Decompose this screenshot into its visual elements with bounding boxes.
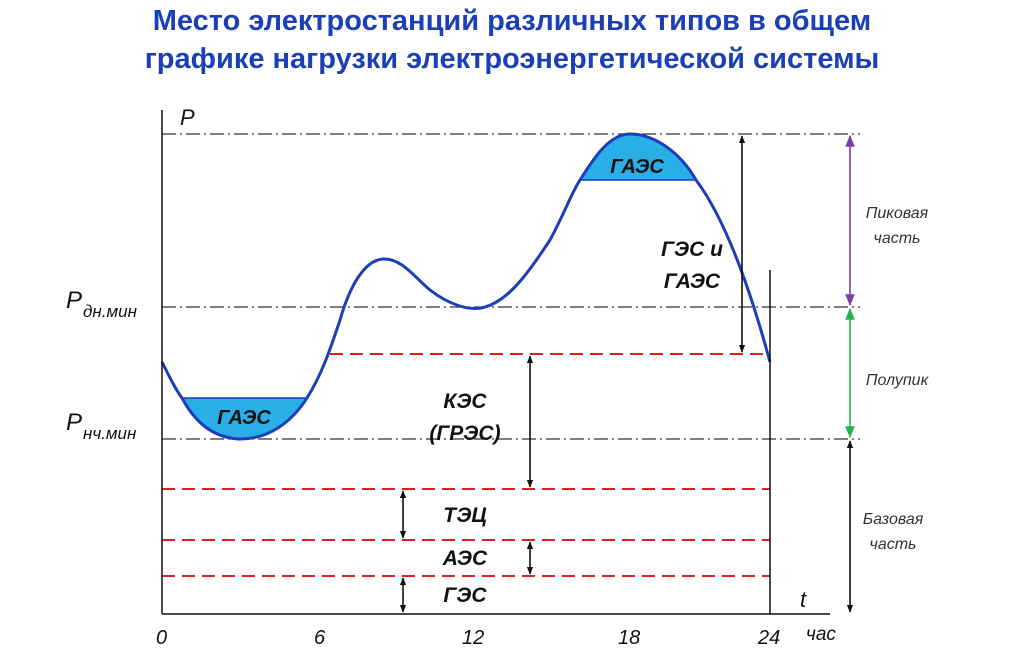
- title-line-2: графике нагрузки электроэнергетической с…: [144, 43, 880, 75]
- title-line-1: Место электростанций различных типов в о…: [152, 5, 872, 37]
- tec-label: ТЭЦ: [443, 504, 487, 527]
- x-axis-label: t: [800, 587, 807, 612]
- x-axis-unit: час: [806, 624, 836, 645]
- aes-label: АЭС: [442, 547, 488, 570]
- ges-label: ГЭС: [443, 584, 487, 607]
- p-day-min-label: Pдн.мин: [66, 287, 138, 321]
- load-curve: [160, 132, 772, 441]
- x-tick-6: 6: [314, 627, 326, 649]
- x-tick-18: 18: [618, 627, 640, 649]
- ges-gaes-label-2: ГАЭС: [664, 270, 721, 293]
- x-tick-labels: 0 6 12 18 24: [156, 627, 780, 649]
- base-zone-label-2: часть: [870, 536, 917, 553]
- gaes-night-label: ГАЭС: [217, 407, 271, 429]
- p-night-min-sub: нч.мин: [83, 424, 137, 443]
- gaes-peak-label: ГАЭС: [610, 156, 664, 178]
- y-axis-label: P: [180, 105, 195, 130]
- p-day-min-sub: дн.мин: [83, 302, 138, 321]
- x-tick-12: 12: [462, 627, 484, 649]
- kes-label-1: КЭС: [443, 390, 487, 413]
- peak-zone-label-1: Пиковая: [866, 205, 929, 222]
- p-day-min-main: P: [66, 287, 82, 314]
- x-tick-0: 0: [156, 627, 167, 649]
- page-title: Место электростанций различных типов в о…: [0, 2, 1024, 78]
- peak-zone-label-2: часть: [874, 230, 921, 247]
- base-zone-label-1: Базовая: [863, 511, 924, 528]
- ges-gaes-label-1: ГЭС и: [661, 238, 723, 261]
- kes-label-2: (ГРЭС): [429, 422, 500, 445]
- p-night-min-main: P: [66, 409, 82, 436]
- x-tick-24: 24: [757, 627, 780, 649]
- semipeak-zone-label: Полупик: [866, 372, 930, 389]
- p-night-min-label: Pнч.мин: [66, 409, 137, 443]
